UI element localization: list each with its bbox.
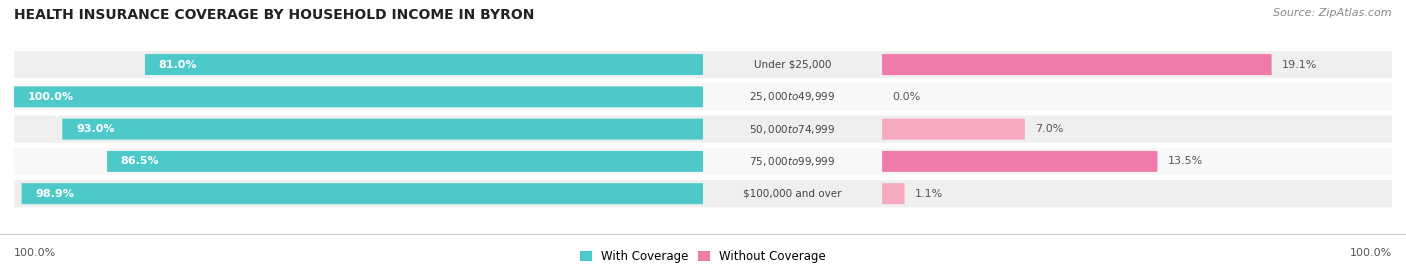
Text: 19.1%: 19.1% [1282, 59, 1317, 70]
Text: 100.0%: 100.0% [28, 92, 75, 102]
FancyBboxPatch shape [703, 148, 882, 175]
FancyBboxPatch shape [14, 51, 703, 78]
FancyBboxPatch shape [14, 86, 703, 107]
FancyBboxPatch shape [882, 183, 904, 204]
FancyBboxPatch shape [107, 151, 703, 172]
FancyBboxPatch shape [14, 116, 703, 143]
Text: $25,000 to $49,999: $25,000 to $49,999 [749, 90, 835, 103]
Text: Under $25,000: Under $25,000 [754, 59, 831, 70]
FancyBboxPatch shape [882, 148, 1392, 175]
Text: 98.9%: 98.9% [35, 189, 75, 199]
FancyBboxPatch shape [703, 116, 882, 143]
FancyBboxPatch shape [703, 180, 882, 207]
FancyBboxPatch shape [145, 54, 703, 75]
Text: 0.0%: 0.0% [893, 92, 921, 102]
FancyBboxPatch shape [882, 180, 1392, 207]
Text: 13.5%: 13.5% [1167, 156, 1204, 167]
Text: 7.0%: 7.0% [1035, 124, 1063, 134]
Text: 100.0%: 100.0% [1350, 248, 1392, 258]
Text: 100.0%: 100.0% [14, 248, 56, 258]
Text: HEALTH INSURANCE COVERAGE BY HOUSEHOLD INCOME IN BYRON: HEALTH INSURANCE COVERAGE BY HOUSEHOLD I… [14, 8, 534, 22]
FancyBboxPatch shape [882, 119, 1025, 140]
Text: 81.0%: 81.0% [159, 59, 197, 70]
Legend: With Coverage, Without Coverage: With Coverage, Without Coverage [579, 250, 827, 263]
Text: $75,000 to $99,999: $75,000 to $99,999 [749, 155, 835, 168]
Text: $50,000 to $74,999: $50,000 to $74,999 [749, 123, 835, 136]
FancyBboxPatch shape [882, 151, 1157, 172]
FancyBboxPatch shape [14, 148, 703, 175]
Text: 1.1%: 1.1% [915, 189, 943, 199]
FancyBboxPatch shape [14, 83, 703, 110]
FancyBboxPatch shape [703, 51, 882, 78]
FancyBboxPatch shape [703, 83, 882, 110]
FancyBboxPatch shape [882, 83, 1392, 110]
FancyBboxPatch shape [14, 180, 703, 207]
Text: 93.0%: 93.0% [76, 124, 114, 134]
Text: 86.5%: 86.5% [121, 156, 159, 167]
FancyBboxPatch shape [62, 119, 703, 140]
Text: $100,000 and over: $100,000 and over [744, 189, 842, 199]
Text: Source: ZipAtlas.com: Source: ZipAtlas.com [1274, 8, 1392, 18]
FancyBboxPatch shape [882, 116, 1392, 143]
FancyBboxPatch shape [21, 183, 703, 204]
FancyBboxPatch shape [882, 54, 1271, 75]
FancyBboxPatch shape [882, 51, 1392, 78]
